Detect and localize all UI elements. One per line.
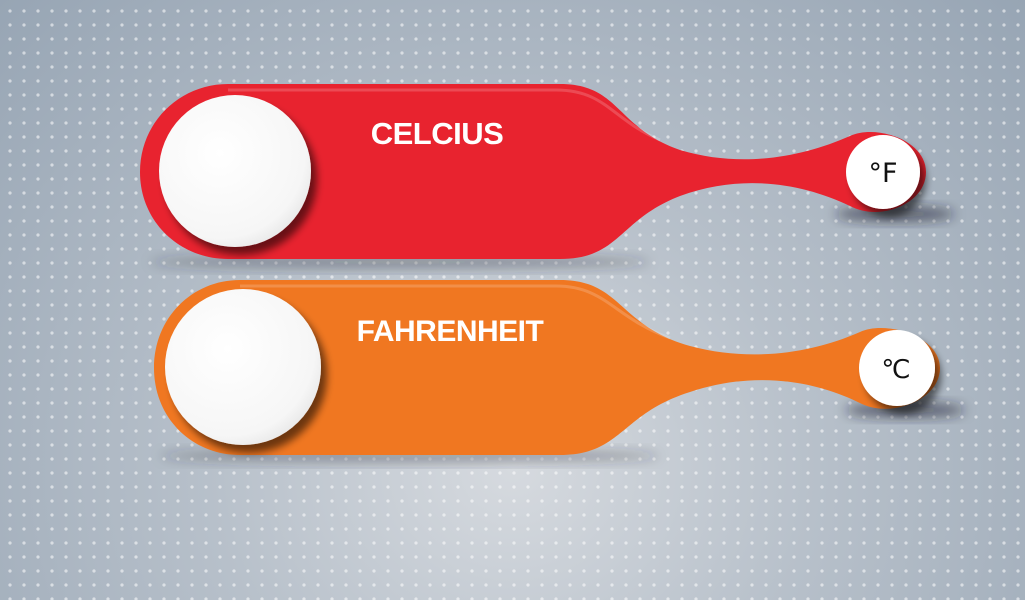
fahrenheit-input-circle[interactable]	[165, 289, 321, 445]
fahrenheit-unit-button[interactable]	[859, 330, 935, 406]
celcius-highlight	[228, 88, 661, 142]
fahrenheit-highlight	[240, 284, 671, 340]
fahrenheit-title: FAHRENHEIT	[357, 315, 544, 348]
celcius-shape	[140, 84, 926, 259]
celcius-card: °F CELCIUS	[140, 84, 955, 269]
celsius-unit-label: ℃	[881, 355, 910, 385]
celcius-input-circle[interactable]	[159, 95, 311, 247]
fahrenheit-unit-label: °F	[868, 158, 897, 189]
celcius-title: CELCIUS	[371, 116, 504, 151]
celcius-unit-button[interactable]	[846, 135, 920, 209]
fahrenheit-shape	[154, 280, 940, 455]
fahrenheit-card: ℃ FAHRENHEIT	[154, 280, 965, 463]
